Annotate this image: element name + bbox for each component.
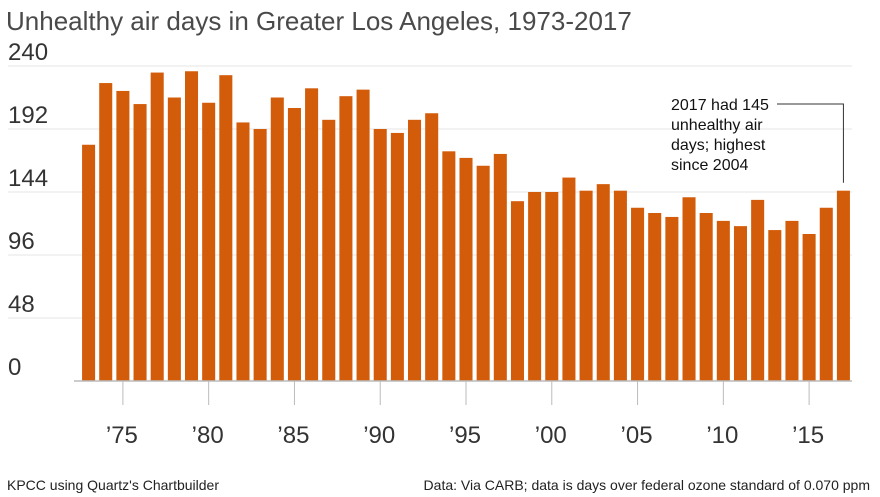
bar-1993 <box>425 113 439 381</box>
x-tick-label-1980: ’80 <box>192 422 224 449</box>
bar-1986 <box>305 88 319 381</box>
bar-2007 <box>665 216 679 381</box>
y-tick-label-48: 48 <box>8 291 35 318</box>
bar-1985 <box>287 108 301 381</box>
x-tick-label-2005: ’05 <box>621 422 653 449</box>
bar-1978 <box>167 97 181 381</box>
chart-title: Unhealthy air days in Greater Los Angele… <box>6 6 632 36</box>
y-tick-label-240: 240 <box>8 39 48 66</box>
x-tick-label-2000: ’00 <box>535 422 567 449</box>
bar-1997 <box>493 153 507 381</box>
bar-2005 <box>631 207 645 381</box>
bar-1995 <box>459 157 473 382</box>
annotation-leader-line <box>777 103 844 183</box>
x-tick-label-1990: ’90 <box>363 422 395 449</box>
y-axis-ticks: 0 48 96 144 192 240 <box>8 39 48 381</box>
bar-2015 <box>802 234 816 381</box>
annotation-line-1: 2017 had 145 <box>671 97 769 114</box>
x-tick-label-2010: ’10 <box>706 422 738 449</box>
x-tick-label-2015: ’15 <box>792 422 824 449</box>
bar-1984 <box>270 97 284 381</box>
bar-1998 <box>510 201 524 381</box>
bar-1999 <box>528 192 542 381</box>
bar-2017 <box>836 190 850 381</box>
bar-2012 <box>751 199 765 382</box>
bar-1996 <box>476 165 490 381</box>
bar-2011 <box>733 226 748 382</box>
bar-2009 <box>699 213 713 381</box>
x-tick-label-1985: ’85 <box>277 422 309 449</box>
bar-1974 <box>99 83 113 381</box>
source-text: Data: Via CARB; data is days over federa… <box>423 477 870 493</box>
bar-1977 <box>150 72 164 381</box>
bar-2000 <box>545 192 559 381</box>
y-tick-label-192: 192 <box>8 102 48 129</box>
bar-1992 <box>408 119 422 381</box>
bar-1975 <box>116 90 130 381</box>
annotation-line-3: days; highest <box>671 137 766 154</box>
bar-2002 <box>579 190 593 381</box>
bar-2013 <box>768 230 782 381</box>
bar-2016 <box>819 207 833 381</box>
credit-text: KPCC using Quartz's Chartbuilder <box>7 477 219 493</box>
bar-1989 <box>356 89 370 382</box>
y-tick-label-96: 96 <box>8 228 35 255</box>
bar-1991 <box>390 132 404 381</box>
bar-2006 <box>648 213 662 381</box>
x-axis-ticks: ’75 ’80 ’85 ’90 ’95 ’00 ’05 ’10 ’15 <box>106 381 824 449</box>
bar-1994 <box>442 151 456 381</box>
bars <box>82 71 850 382</box>
bar-2008 <box>682 197 696 381</box>
bar-1976 <box>133 104 147 381</box>
bar-1988 <box>339 96 353 381</box>
bar-1973 <box>82 144 96 381</box>
bar-2010 <box>716 220 730 382</box>
bar-2014 <box>785 220 799 382</box>
x-tick-label-1995: ’95 <box>449 422 481 449</box>
bar-1987 <box>322 119 336 381</box>
bar-1980 <box>202 102 216 381</box>
annotation-line-2: unhealthy air <box>671 117 763 134</box>
bar-2004 <box>613 190 627 381</box>
bar-2001 <box>562 177 576 381</box>
bar-1979 <box>184 71 199 381</box>
bar-1981 <box>219 75 233 381</box>
bar-1983 <box>253 129 267 381</box>
annotation: 2017 had 145 unhealthy air days; highest si… <box>671 97 844 183</box>
y-tick-label-0: 0 <box>8 354 21 381</box>
bar-2003 <box>596 184 610 382</box>
x-tick-label-1975: ’75 <box>106 422 138 449</box>
annotation-line-4: since 2004 <box>671 157 748 174</box>
y-tick-label-144: 144 <box>8 165 48 192</box>
bar-1990 <box>373 129 387 381</box>
bar-1982 <box>236 122 250 381</box>
